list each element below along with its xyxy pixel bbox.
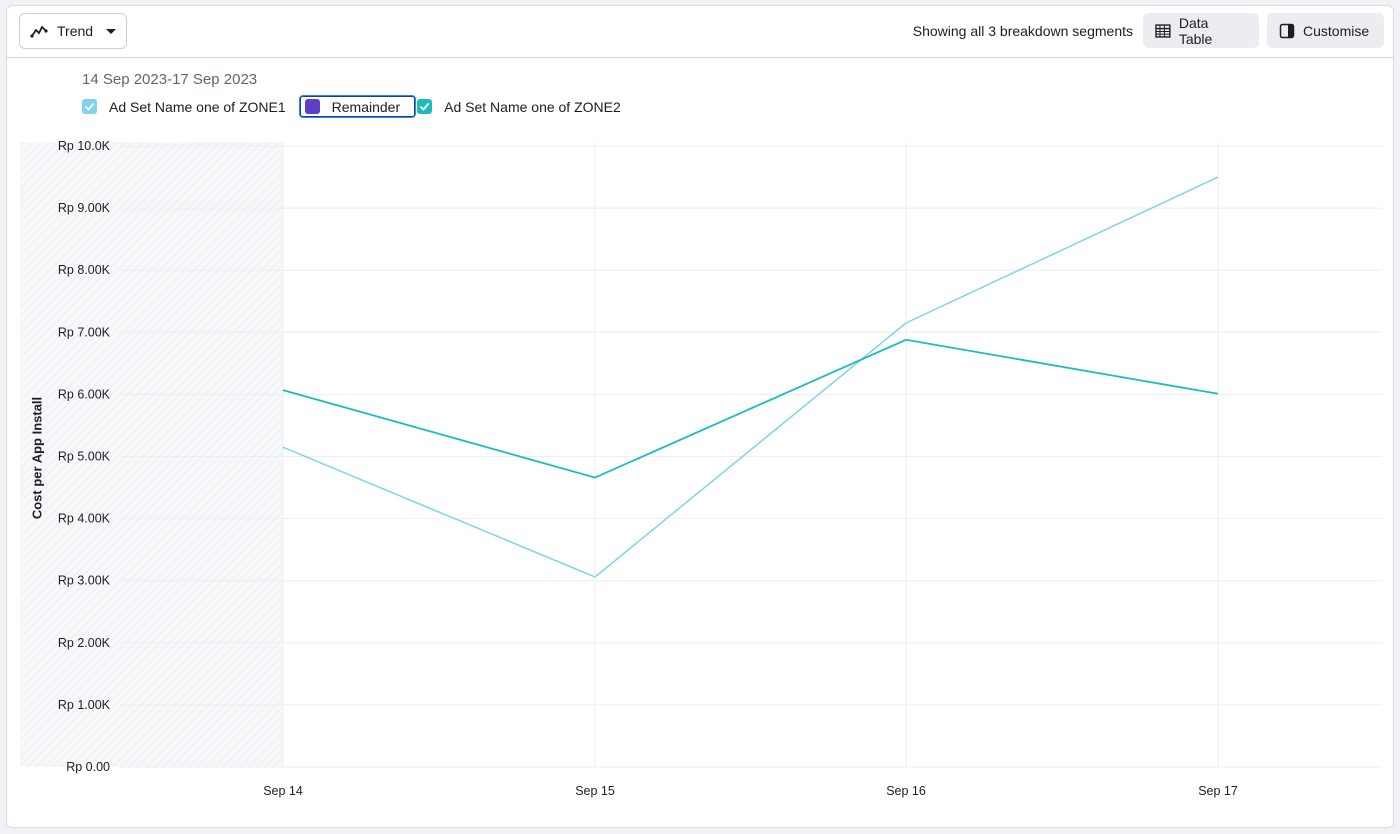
- legend-checkbox-remainder[interactable]: [304, 99, 320, 114]
- checkmark-icon: [84, 102, 95, 111]
- breakdown-segments-text: Showing all 3 breakdown segments: [912, 23, 1133, 39]
- side-panel-icon: [1279, 23, 1295, 38]
- y-tick-label: Rp 6.00K: [58, 387, 111, 401]
- chart-legend: Ad Set Name one of ZONE1 Remainder Ad Se…: [82, 96, 621, 117]
- legend-label-zone1: Ad Set Name one of ZONE1: [109, 98, 286, 115]
- trend-icon: [30, 25, 48, 38]
- y-tick-label: Rp 1.00K: [58, 698, 111, 712]
- y-tick-label: Rp 0.00: [66, 760, 110, 774]
- checkmark-icon: [419, 102, 430, 111]
- series-line-zone2: [282, 338, 1219, 479]
- chart-toolbar: Trend Showing all 3 breakdown segments D…: [7, 6, 1393, 58]
- y-tick-label: Rp 2.00K: [58, 636, 111, 650]
- legend-label-zone2: Ad Set Name one of ZONE2: [444, 98, 621, 115]
- date-range-label: 14 Sep 2023-17 Sep 2023: [82, 71, 258, 88]
- table-icon: [1155, 23, 1171, 38]
- chart-panel: Trend Showing all 3 breakdown segments D…: [6, 5, 1394, 828]
- legend-checkbox-zone1[interactable]: [82, 99, 97, 114]
- x-tick-label: Sep 15: [575, 784, 615, 798]
- x-tick-label: Sep 17: [1198, 784, 1238, 798]
- legend-label-remainder: Remainder: [331, 98, 401, 115]
- trend-dropdown-button[interactable]: Trend: [19, 13, 127, 49]
- trend-label: Trend: [57, 23, 94, 39]
- legend-item-remainder[interactable]: Remainder: [299, 96, 416, 117]
- y-tick-label: Rp 3.00K: [58, 574, 111, 588]
- caret-down-icon: [106, 29, 117, 34]
- customise-button[interactable]: Customise: [1267, 13, 1384, 48]
- series-line-zone1: [282, 176, 1219, 578]
- y-tick-label: Rp 7.00K: [58, 325, 111, 339]
- y-axis-title: Cost per App Install: [29, 396, 45, 520]
- y-tick-label: Rp 10.0K: [58, 139, 111, 153]
- data-table-label: Data Table: [1178, 14, 1213, 47]
- y-tick-label: Rp 5.00K: [58, 450, 111, 464]
- x-tick-label: Sep 16: [886, 784, 926, 798]
- legend-item-zone1[interactable]: Ad Set Name one of ZONE1: [82, 99, 286, 115]
- out-of-range-hatch: [20, 142, 283, 767]
- chart-area: Rp 0.00 Rp 1.00K Rp 2.00K Rp 3.00K Rp 4.00K R…: [7, 6, 1393, 827]
- line-chart: Rp 0.00 Rp 1.00K Rp 2.00K Rp 3.00K Rp 4.00K R…: [20, 139, 1382, 798]
- y-tick-label: Rp 4.00K: [58, 512, 111, 526]
- legend-item-zone2[interactable]: Ad Set Name one of ZONE2: [417, 99, 621, 115]
- legend-checkbox-zone2[interactable]: [417, 99, 433, 114]
- x-tick-label: Sep 14: [263, 784, 303, 798]
- y-tick-label: Rp 9.00K: [58, 201, 111, 215]
- customise-label: Customise: [1303, 22, 1370, 39]
- y-tick-label: Rp 8.00K: [58, 263, 111, 277]
- data-table-button[interactable]: Data Table: [1143, 13, 1259, 48]
